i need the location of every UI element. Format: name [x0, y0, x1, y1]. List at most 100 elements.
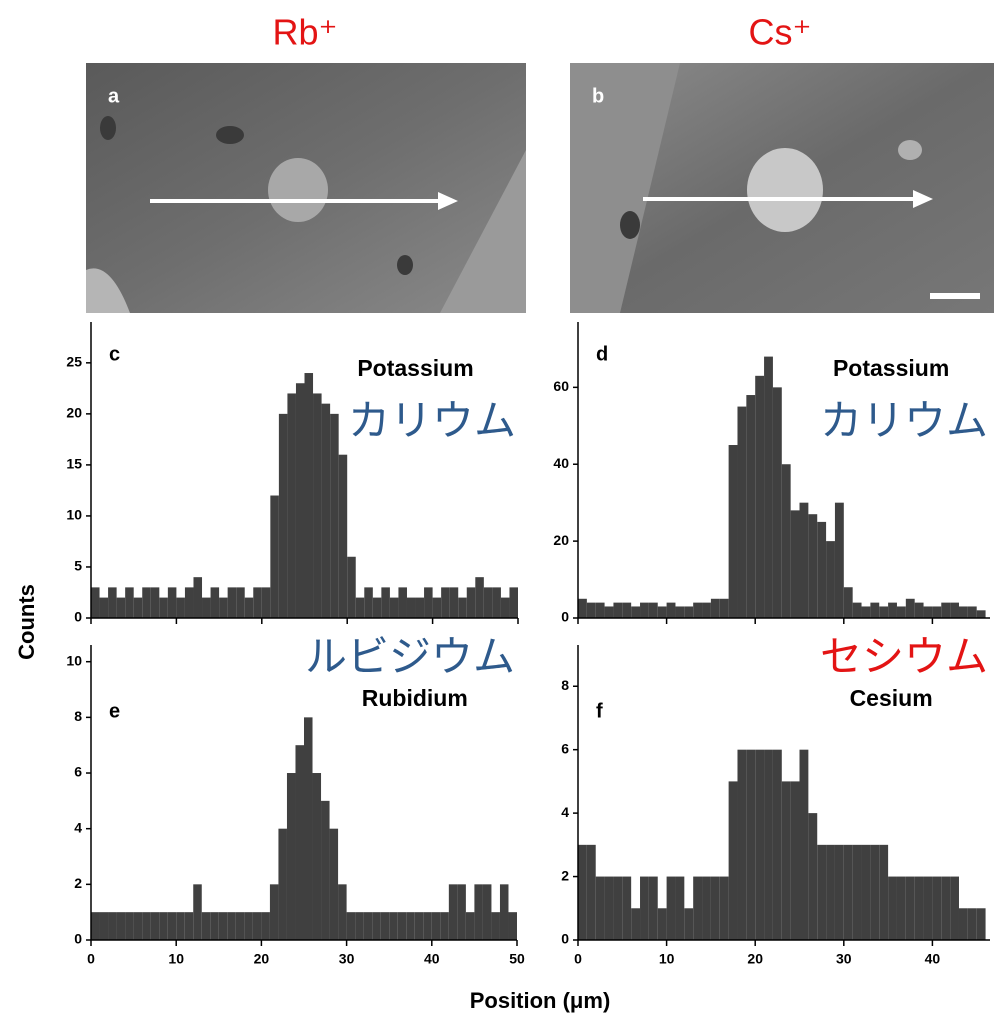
histogram-bar	[133, 912, 143, 940]
y-tick-label: 0	[561, 609, 569, 625]
japanese-name: カリウム	[348, 397, 516, 444]
histogram-bar	[790, 781, 800, 940]
histogram-bar	[648, 876, 658, 940]
histogram-bar	[431, 912, 441, 940]
histogram-bar	[304, 717, 313, 940]
histogram-bar	[372, 912, 381, 940]
column-title: Rb⁺	[272, 12, 337, 53]
histogram-bar	[613, 602, 623, 618]
histogram-bar	[896, 606, 906, 618]
histogram-bar	[657, 606, 667, 618]
histogram-bar	[491, 912, 500, 940]
histogram-bar	[728, 781, 738, 940]
histogram-bar	[398, 587, 407, 618]
histogram-bar	[142, 587, 151, 618]
histogram-bar	[338, 454, 348, 618]
histogram-bar	[406, 597, 416, 618]
histogram-bar	[492, 587, 501, 618]
histogram-bar	[808, 514, 818, 618]
histogram-bar	[227, 912, 236, 940]
histogram-bar	[843, 844, 853, 940]
histogram-bar	[389, 912, 398, 940]
histogram-bar	[728, 445, 738, 618]
histogram-bar	[99, 912, 109, 940]
histogram-bar	[595, 602, 605, 618]
histogram-bar	[976, 908, 986, 940]
histogram-bar	[781, 464, 791, 618]
histogram-bar	[905, 876, 915, 940]
histogram-bar	[684, 606, 694, 618]
histogram-bar	[193, 884, 202, 940]
histogram-bar	[159, 912, 168, 940]
sem-image: a	[86, 63, 526, 313]
histogram-bar	[755, 375, 765, 618]
histogram-bar	[817, 521, 827, 618]
histogram-bar	[252, 912, 262, 940]
histogram-bar	[870, 844, 880, 940]
histogram-bar	[834, 844, 844, 940]
histogram-bar	[923, 606, 933, 618]
histogram-bar	[159, 597, 168, 618]
histogram-bar	[861, 606, 871, 618]
x-axis-label: Position (μm)	[470, 988, 611, 1013]
japanese-name: セシウム	[820, 633, 988, 680]
histogram-bar	[914, 602, 924, 618]
y-tick-label: 5	[74, 558, 82, 574]
sem-image: b	[570, 63, 994, 313]
histogram-bar	[363, 912, 373, 940]
histogram-bar	[808, 813, 818, 940]
histogram-bar	[406, 912, 415, 940]
panel-label: f	[596, 700, 603, 722]
y-tick-label: 6	[74, 764, 82, 780]
histogram-bar	[737, 749, 747, 940]
histogram-bar	[142, 912, 151, 940]
y-tick-label: 20	[66, 405, 82, 421]
y-tick-label: 40	[553, 455, 569, 471]
histogram-bar	[108, 587, 117, 618]
image-label: b	[592, 85, 604, 107]
histogram-bar	[218, 912, 228, 940]
histogram-bar	[879, 606, 889, 618]
x-tick-label: 0	[574, 951, 582, 967]
histogram-bar	[719, 598, 729, 618]
histogram-bar	[355, 912, 364, 940]
histogram-bar	[675, 876, 685, 940]
element-name: Potassium	[357, 355, 473, 381]
histogram-bar	[693, 876, 703, 940]
histogram-bar	[509, 587, 518, 618]
histogram-bar	[923, 876, 933, 940]
histogram-bar	[261, 587, 271, 618]
histogram-bar	[604, 606, 614, 618]
histogram-bar	[648, 602, 658, 618]
histogram-bar	[201, 912, 211, 940]
histogram-bar	[184, 912, 194, 940]
histogram-bar	[278, 413, 288, 618]
histogram-bar	[702, 602, 711, 618]
y-tick-label: 20	[553, 532, 569, 548]
histogram-bar	[286, 773, 296, 940]
element-name: Cesium	[850, 685, 933, 711]
japanese-name: ルビジウム	[305, 633, 515, 680]
histogram-bar	[116, 597, 126, 618]
histogram-bar	[287, 393, 296, 618]
histogram-bar	[458, 597, 467, 618]
histogram-bar	[657, 908, 667, 940]
histogram-bar	[414, 912, 424, 940]
histogram-bar	[967, 606, 977, 618]
histogram-bar	[710, 598, 720, 618]
panel-label: c	[109, 343, 120, 365]
histogram-bar	[313, 393, 322, 618]
histogram-bar	[888, 602, 897, 618]
histogram-bar	[508, 912, 517, 940]
histogram-bar	[958, 908, 968, 940]
histogram-bar	[91, 587, 100, 618]
x-tick-label: 10	[659, 951, 675, 967]
histogram-bar	[372, 597, 382, 618]
histogram-bar	[958, 606, 968, 618]
histogram-bar	[235, 912, 245, 940]
histogram-bar	[253, 587, 262, 618]
histogram-bar	[483, 587, 493, 618]
histogram-bar	[710, 876, 720, 940]
histogram-bar	[941, 876, 951, 940]
histogram-bar	[184, 587, 194, 618]
